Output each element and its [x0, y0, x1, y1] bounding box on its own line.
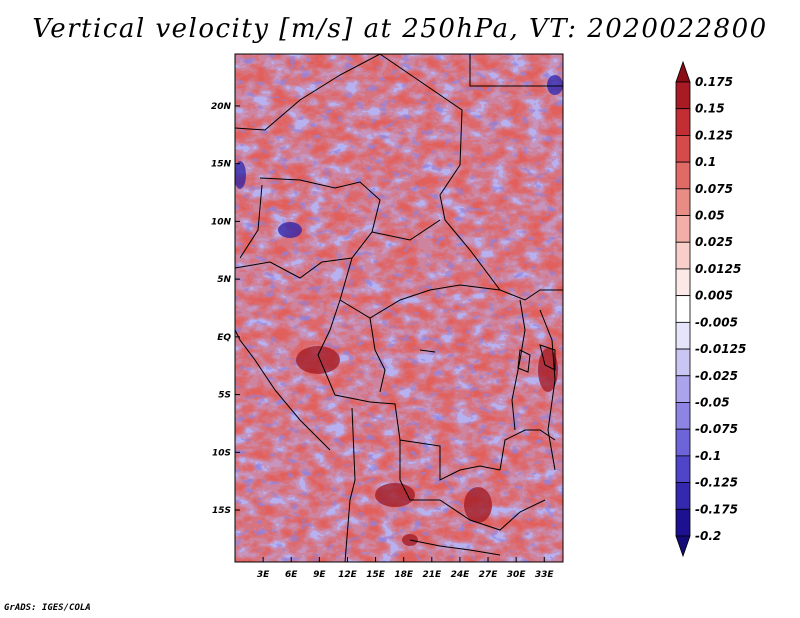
latitude-axis: 20N 15N 10N 5N EQ 5S 10S 15S [211, 102, 240, 516]
colorbar-bin [675, 348, 691, 377]
lat-tick-label: EQ [217, 333, 231, 343]
lon-tick-label: 30E [507, 570, 527, 580]
colorbar-level-label: -0.175 [695, 502, 738, 516]
colorbar-bin [675, 428, 691, 457]
lon-tick-label: 18E [394, 570, 414, 580]
colorbar-level-label: 0.005 [695, 289, 733, 303]
colorbar-bin [675, 161, 691, 190]
colorbar-level-label: 0.075 [695, 182, 733, 196]
grads-credit: GrADS: IGES/COLA [4, 603, 91, 613]
country-borders [235, 54, 563, 562]
colorbar: 0.175 0.15 0.125 0.1 0.075 0.05 0.025 0.0125 0.0… [675, 60, 746, 558]
colorbar-bin [675, 135, 691, 163]
colorbar-bottom-arrow [675, 535, 691, 558]
colorbar-level-label: -0.005 [695, 315, 738, 329]
map-frame [234, 53, 564, 563]
colorbar-bin [675, 482, 691, 510]
colorbar-level-label: 0.025 [695, 235, 733, 249]
lat-tick-label: 15N [211, 160, 232, 170]
lat-tick-label: 15S [212, 506, 231, 516]
colorbar-bin [675, 108, 691, 136]
colorbar-bin [675, 81, 691, 110]
lon-tick-label: 24E [451, 570, 471, 580]
lon-tick-label: 15E [366, 570, 386, 580]
colorbar-level-label: 0.175 [695, 75, 733, 89]
colorbar-level-label: -0.05 [695, 395, 730, 409]
longitude-axis: 3E 6E 9E 12E 15E 18E 21E 24E 27E 30E 33E [257, 557, 555, 580]
colorbar-level-label: 0.05 [695, 209, 725, 223]
colorbar-level-label: 0.1 [695, 155, 716, 169]
colorbar-level-label: 0.125 [695, 128, 733, 142]
colorbar-level-label: -0.1 [695, 449, 721, 463]
lat-tick-label: 10N [211, 217, 232, 227]
colorbar-bin [675, 375, 691, 403]
lon-tick-label: 21E [422, 570, 442, 580]
lon-tick-label: 9E [313, 570, 326, 580]
lat-tick-label: 20N [211, 102, 232, 112]
colorbar-level-label: -0.075 [695, 422, 738, 436]
lon-tick-label: 3E [257, 570, 270, 580]
colorbar-bin [675, 321, 691, 350]
colorbar-level-label: -0.025 [695, 369, 738, 383]
colorbar-bin [675, 455, 691, 483]
chart-title: Vertical velocity [m/s] at 250hPa, VT: 2… [32, 14, 768, 44]
lat-tick-label: 10S [212, 448, 231, 458]
colorbar-bin [675, 295, 691, 323]
vertical-velocity-field [235, 54, 563, 562]
lon-tick-label: 6E [285, 570, 298, 580]
lon-tick-label: 33E [535, 570, 555, 580]
colorbar-level-label: 0.15 [695, 102, 725, 116]
colorbar-bin [675, 268, 691, 297]
colorbar-level-label: -0.2 [695, 529, 721, 543]
colorbar-bin [675, 188, 691, 216]
lat-tick-label: 5N [217, 275, 231, 285]
colorbar-bin [675, 402, 691, 430]
colorbar-level-label: -0.0125 [695, 342, 746, 356]
colorbar-bin [675, 215, 691, 243]
colorbar-level-label: -0.125 [695, 476, 738, 490]
colorbar-level-label: 0.0125 [695, 262, 741, 276]
colorbar-top-arrow [675, 60, 691, 83]
lon-tick-label: 12E [338, 570, 358, 580]
lat-tick-label: 5S [218, 391, 231, 401]
lon-tick-label: 27E [479, 570, 499, 580]
colorbar-bin [675, 508, 691, 537]
colorbar-bin [675, 241, 691, 270]
